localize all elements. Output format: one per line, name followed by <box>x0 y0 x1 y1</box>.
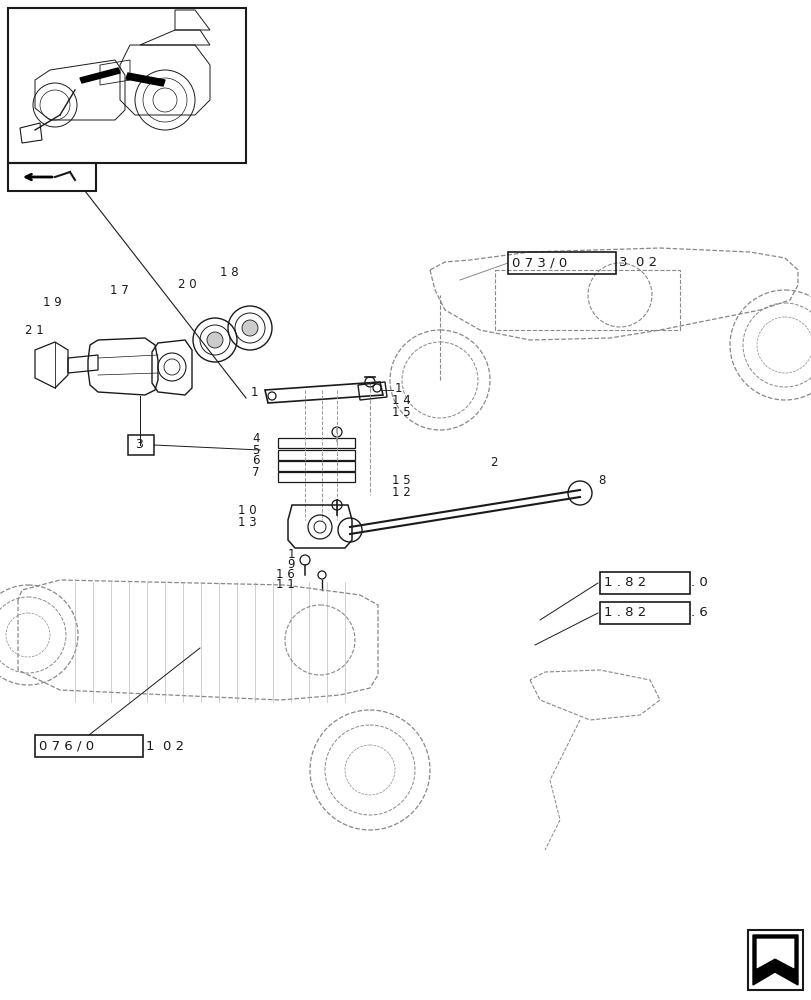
Text: 3: 3 <box>135 438 143 452</box>
Text: . 0: . 0 <box>690 576 707 589</box>
Circle shape <box>242 320 258 336</box>
Text: 1 4: 1 4 <box>392 393 410 406</box>
Text: 0 7 6 / 0: 0 7 6 / 0 <box>39 740 94 752</box>
Text: 6: 6 <box>252 454 260 468</box>
Text: 1 5: 1 5 <box>392 406 410 420</box>
Text: 0 7 3 / 0: 0 7 3 / 0 <box>512 256 567 269</box>
Text: 1 0: 1 0 <box>238 504 257 516</box>
Text: 7: 7 <box>252 466 260 479</box>
Text: 1 . 8 2: 1 . 8 2 <box>603 576 646 589</box>
Text: 1: 1 <box>287 548 294 562</box>
Polygon shape <box>80 68 120 83</box>
Text: 1 6: 1 6 <box>276 568 294 582</box>
Text: 1 8: 1 8 <box>220 266 238 279</box>
Text: 2 1: 2 1 <box>25 324 44 336</box>
Text: 1 2: 1 2 <box>392 486 410 498</box>
Text: 1: 1 <box>250 386 258 399</box>
Circle shape <box>207 332 223 348</box>
Text: . 6: . 6 <box>690 606 707 619</box>
Text: 3  0 2: 3 0 2 <box>618 256 656 269</box>
Bar <box>128 435 154 455</box>
Text: 1 5: 1 5 <box>392 474 410 487</box>
Text: 1 7: 1 7 <box>109 284 129 296</box>
Text: 1 1: 1 1 <box>276 578 294 591</box>
Bar <box>35 735 143 757</box>
Polygon shape <box>126 73 165 86</box>
Bar <box>8 8 246 163</box>
Text: 4: 4 <box>252 432 260 444</box>
Text: 2 0: 2 0 <box>178 278 196 292</box>
Text: 1: 1 <box>394 381 402 394</box>
Bar <box>747 930 802 990</box>
Text: 1 3: 1 3 <box>238 516 257 528</box>
Polygon shape <box>756 939 793 968</box>
Text: 5: 5 <box>252 444 260 456</box>
Text: 9: 9 <box>287 558 294 572</box>
Bar <box>599 572 689 594</box>
Bar <box>599 602 689 624</box>
Bar <box>508 252 616 274</box>
Bar <box>8 163 96 191</box>
Text: 1 9: 1 9 <box>43 296 62 308</box>
Text: 1 . 8 2: 1 . 8 2 <box>603 606 646 619</box>
Polygon shape <box>752 935 797 985</box>
Text: 8: 8 <box>597 474 605 487</box>
Text: 1  0 2: 1 0 2 <box>146 740 184 752</box>
Text: 2: 2 <box>489 456 497 468</box>
